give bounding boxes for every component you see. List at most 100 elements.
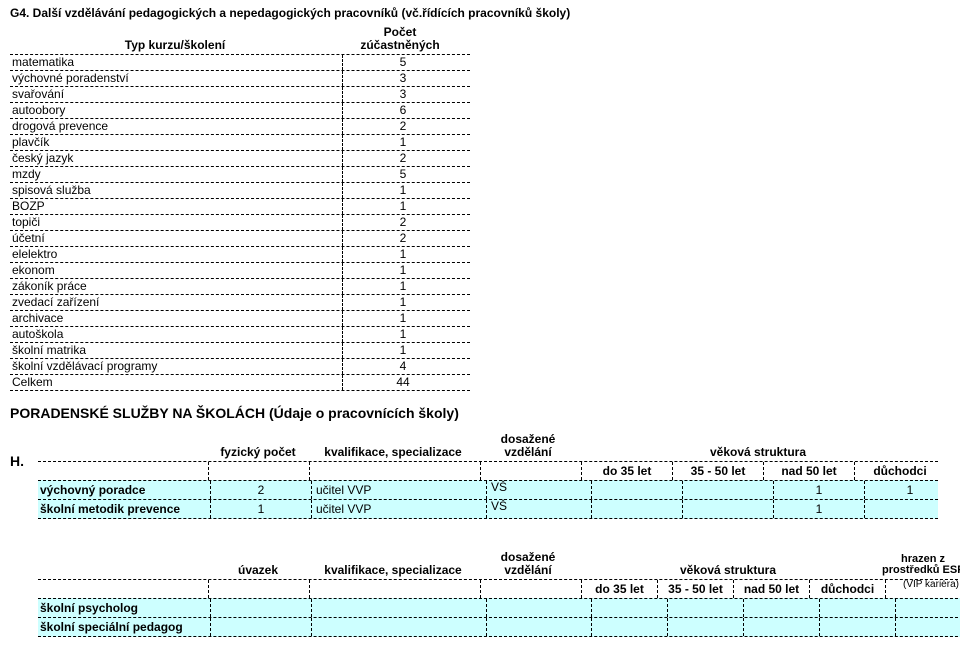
g4-cell-type: autoobory — [10, 103, 343, 118]
g4-cell-type: zákoník práce — [10, 279, 343, 294]
g4-cell-type: BOZP — [10, 199, 343, 214]
g4-row: školní vzdělávací programy4 — [10, 358, 470, 374]
h1-cell-vek — [683, 500, 774, 518]
h2-cell-vek-group — [592, 599, 896, 617]
g4-cell-count: 4 — [343, 359, 463, 374]
h2-cell-vek — [820, 618, 895, 636]
g4-cell-type: účetní — [10, 231, 343, 246]
h1-head: fyzický počet kvalifikace, specializace … — [38, 429, 938, 461]
g4-cell-count: 1 — [343, 263, 463, 278]
g4-table: Typ kurzu/školení Počet zúčastněných mat… — [10, 24, 470, 391]
h1-cell-fyz: 2 — [211, 481, 312, 499]
g4-row: autoškola1 — [10, 326, 470, 342]
g4-row: svařování3 — [10, 86, 470, 102]
h-section-title: PORADENSKÉ SLUŽBY NA ŠKOLÁCH (Údaje o pr… — [10, 405, 950, 421]
h1-cell-vek — [683, 481, 774, 499]
h1-row: školní metodik prevence1učitel VVPVŠ1 — [38, 499, 938, 519]
h1-cell-fyz: 1 — [211, 500, 312, 518]
g4-row: český jazyk2 — [10, 150, 470, 166]
h1-sub-2: nad 50 let — [764, 462, 855, 480]
h2-cell-esf — [896, 618, 960, 636]
g4-cell-count: 2 — [343, 215, 463, 230]
h1-sub-0: do 35 let — [582, 462, 673, 480]
g4-row: plavčík1 — [10, 134, 470, 150]
h2-head-esf-l2: prostředků ESF — [878, 565, 960, 577]
h2-cell-dos — [487, 618, 592, 636]
g4-cell-count: 44 — [343, 375, 463, 390]
h1-cell-vek — [865, 500, 955, 518]
g4-row: BOZP1 — [10, 198, 470, 214]
g4-row: mzdy5 — [10, 166, 470, 182]
g4-cell-type: autoškola — [10, 327, 343, 342]
h2-head-kval: kvalifikace, specializace — [308, 537, 478, 579]
g4-cell-type: drogová prevence — [10, 119, 343, 134]
h1-sub-1: 35 - 50 let — [673, 462, 764, 480]
h1-head-vek: věková struktura — [578, 429, 938, 461]
h2-cell-name: školní speciální pedagog — [38, 618, 211, 636]
h1-cell-dos: VŠ — [487, 481, 592, 499]
g4-cell-type: archivace — [10, 311, 343, 326]
g4-row: topiči2 — [10, 214, 470, 230]
h1-subhead: do 35 let 35 - 50 let nad 50 let důchodc… — [38, 461, 938, 480]
h1-head-fyz: fyzický počet — [208, 429, 308, 461]
g4-cell-count: 1 — [343, 247, 463, 262]
h2-cell-kval — [312, 618, 487, 636]
h2-sub-esf: (VIP kariéra) — [886, 580, 960, 598]
h2-head-esf: hrazen z prostředků ESF — [878, 537, 960, 579]
h2-cell-uv — [211, 618, 312, 636]
g4-row: výchovné poradenství3 — [10, 70, 470, 86]
g4-title: G4. Další vzdělávání pedagogických a nep… — [10, 6, 950, 20]
g4-cell-type: plavčík — [10, 135, 343, 150]
h2-subhead: do 35 let 35 - 50 let nad 50 let důchodc… — [38, 579, 960, 598]
g4-cell-count: 1 — [343, 183, 463, 198]
h2-cell-vek — [744, 618, 820, 636]
h2-cell-vek-group — [592, 618, 896, 636]
g4-cell-type: matematika — [10, 55, 343, 70]
g4-cell-count: 5 — [343, 55, 463, 70]
g4-head-type: Typ kurzu/školení — [10, 24, 340, 54]
g4-cell-count: 6 — [343, 103, 463, 118]
h2-cell-vek — [668, 618, 744, 636]
h1-row: výchovný poradce2učitel VVPVŠ11 — [38, 480, 938, 499]
g4-row: archivace1 — [10, 310, 470, 326]
h2-head-vek: věková struktura — [578, 537, 878, 579]
g4-row: elelektro1 — [10, 246, 470, 262]
h2-cell-name: školní psycholog — [38, 599, 211, 617]
g4-row: zvedací zařízení1 — [10, 294, 470, 310]
h1-cell-name: školní metodik prevence — [38, 500, 211, 518]
h1-head-dos-l2: vzdělání — [478, 446, 578, 459]
g4-row: drogová prevence2 — [10, 118, 470, 134]
h1-cell-vek-group: 1 — [592, 500, 955, 518]
h1-table: fyzický počet kvalifikace, specializace … — [38, 429, 938, 519]
g4-cell-count: 1 — [343, 343, 463, 358]
g4-cell-count: 3 — [343, 71, 463, 86]
g4-cell-count: 2 — [343, 151, 463, 166]
g4-row: ekonom1 — [10, 262, 470, 278]
g4-row: spisová služba1 — [10, 182, 470, 198]
g4-cell-type: ekonom — [10, 263, 343, 278]
h2-cell-uv — [211, 599, 312, 617]
g4-cell-count: 1 — [343, 311, 463, 326]
g4-cell-count: 1 — [343, 135, 463, 150]
g4-head-count-l2: zúčastněných — [360, 39, 439, 52]
g4-cell-count: 3 — [343, 87, 463, 102]
h2-sub-3: důchodci — [810, 580, 886, 598]
h2-cell-kval — [312, 599, 487, 617]
h2-head: úvazek kvalifikace, specializace dosažen… — [38, 537, 960, 579]
g4-cell-type: elelektro — [10, 247, 343, 262]
g4-row: školní matrika1 — [10, 342, 470, 358]
h1-cell-kval: učitel VVP — [312, 500, 487, 518]
h1-head-dos: dosažené vzdělání — [478, 429, 578, 461]
g4-cell-count: 1 — [343, 199, 463, 214]
g4-cell-count: 2 — [343, 231, 463, 246]
h2-cell-vek — [744, 599, 820, 617]
h2-row: školní speciální pedagog — [38, 617, 960, 637]
h2-cell-vek — [668, 599, 744, 617]
h2-head-uv: úvazek — [208, 537, 308, 579]
g4-cell-type: školní matrika — [10, 343, 343, 358]
g4-cell-count: 1 — [343, 279, 463, 294]
h2-cell-vek — [592, 599, 668, 617]
g4-row: účetní2 — [10, 230, 470, 246]
h2-head-dos-l2: vzdělání — [478, 564, 578, 577]
h2-sub-0: do 35 let — [582, 580, 658, 598]
